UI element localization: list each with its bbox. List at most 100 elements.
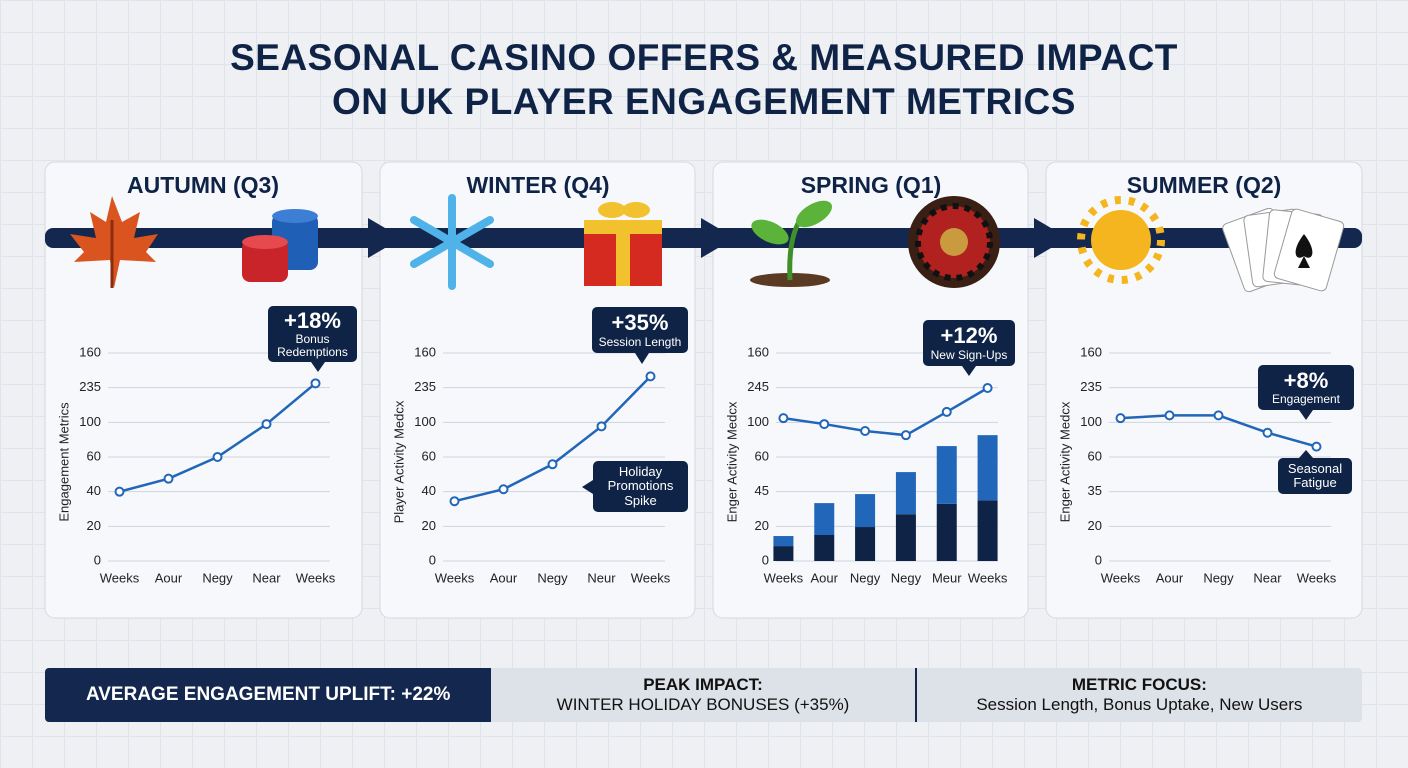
y-tick-label: 20	[1088, 518, 1102, 533]
x-tick-label: Weeks	[100, 570, 140, 585]
x-tick-label: Weeks	[764, 570, 804, 585]
x-tick-label: Negy	[891, 570, 922, 585]
x-tick-label: Weeks	[1297, 570, 1337, 585]
bar-segment	[936, 446, 957, 504]
callout: +8% Engagement	[1258, 365, 1354, 410]
line-point	[261, 419, 272, 430]
y-tick-label: 40	[87, 483, 101, 498]
timeline-arrow	[1034, 218, 1068, 258]
x-tick-label: Negy	[1203, 570, 1234, 585]
x-tick-label: Aour	[811, 570, 839, 585]
callout-text: Seasonal Fatigue	[1287, 460, 1343, 490]
panel: WINTER (Q4) 0 20 40 60 100 235 160 Player Activi…	[391, 172, 670, 585]
y-tick-label: 35	[1088, 483, 1102, 498]
bar-segment	[895, 472, 916, 515]
y-tick-label: 40	[422, 483, 436, 498]
line-point	[163, 473, 174, 484]
panel-title: AUTUMN (Q3)	[127, 172, 279, 198]
panel: SUMMER (Q2) 0 20 35 60 100 235 160 Enger Activit…	[1057, 172, 1336, 585]
line-point	[1262, 427, 1273, 438]
callout-text: Holiday Promotions Spike	[607, 464, 674, 508]
callout: Holiday Promotions Spike	[593, 461, 688, 512]
callout-pointer	[582, 480, 593, 494]
y-tick-label: 100	[747, 414, 769, 429]
y-tick-label: 20	[87, 518, 101, 533]
y-tick-label: 60	[422, 448, 436, 463]
x-tick-label: Aour	[155, 570, 183, 585]
line-point	[596, 421, 607, 432]
x-tick-label: Aour	[1156, 570, 1184, 585]
bar-segment	[895, 514, 916, 561]
y-tick-label: 245	[747, 379, 769, 394]
y-tick-label: 0	[94, 552, 101, 567]
title-line: SEASONAL CASINO OFFERS & MEASURED IMPACT	[230, 37, 1178, 78]
panel-title: SUMMER (Q2)	[1127, 172, 1282, 198]
x-tick-label: Neur	[587, 570, 616, 585]
peak-block: PEAK IMPACT: WINTER HOLIDAY BONUSES (+35…	[491, 668, 917, 722]
y-tick-label: 0	[429, 552, 436, 567]
callout-text: Bonus Redemptions	[277, 331, 348, 360]
bar-segment	[855, 494, 876, 528]
snowflake-icon	[410, 194, 494, 290]
line-point	[941, 406, 952, 417]
line	[783, 386, 989, 437]
bar-segment	[814, 503, 835, 535]
y-tick-label: 100	[414, 414, 436, 429]
line-point	[212, 452, 223, 462]
sun-icon	[1077, 196, 1165, 284]
x-tick-label: Weeks	[631, 570, 671, 585]
line-point	[860, 426, 871, 436]
sprout-icon	[750, 200, 833, 287]
callout: +18% Bonus Redemptions	[268, 306, 357, 362]
callout-value: +18%	[284, 307, 341, 333]
y-tick-label: 0	[1095, 552, 1102, 567]
x-tick-label: Weeks	[1101, 570, 1141, 585]
y-tick-label: 45	[755, 483, 769, 498]
callout-pointer	[1299, 410, 1313, 420]
focus-label: METRIC FOCUS:	[1071, 675, 1207, 694]
callout-pointer	[1299, 450, 1313, 458]
callout-pointer	[635, 353, 649, 364]
x-tick-label: Near	[1253, 570, 1282, 585]
bar-segment	[977, 435, 998, 501]
y-tick-label: 235	[414, 379, 436, 394]
y-tick-label: 160	[747, 344, 769, 359]
line-point	[982, 383, 993, 394]
callout-value: +8%	[1283, 367, 1329, 393]
callout-text: New Sign-Ups	[930, 347, 1008, 362]
bar-segment	[977, 500, 998, 561]
callout-pointer	[962, 366, 976, 376]
x-tick-label: Negy	[537, 570, 568, 585]
title: SEASONAL CASINO OFFERS & MEASURED IMPACT…	[0, 36, 1408, 124]
focus-value: Session Length, Bonus Uptake, New Users	[976, 695, 1303, 714]
y-tick-label: 160	[414, 344, 436, 359]
summary-bar: AVERAGE ENGAGEMENT UPLIFT: +22% PEAK IMP…	[45, 668, 1362, 722]
x-tick-label: Weeks	[296, 570, 336, 585]
line-point	[1164, 410, 1175, 421]
callout-value: +35%	[611, 310, 669, 336]
uplift: AVERAGE ENGAGEMENT UPLIFT: +22%	[45, 668, 492, 722]
bar-segment	[814, 535, 835, 561]
panel: SPRING (Q1) 0 20 45 60 100 245 160 Enger Activit…	[724, 172, 1007, 585]
title-line: ON UK PLAYER ENGAGEMENT METRICS	[332, 81, 1076, 122]
callout-pointer	[311, 362, 325, 372]
line-point	[1213, 410, 1224, 421]
y-tick-label: 235	[79, 379, 101, 394]
x-tick-label: Weeks	[435, 570, 475, 585]
callout: +35% Session Length	[592, 307, 688, 353]
chips-icon	[242, 209, 318, 282]
callout-text: Session Length	[598, 334, 682, 349]
line-point	[498, 484, 509, 495]
y-axis-label: Engagement Metrics	[56, 402, 71, 522]
timeline-arrow	[701, 218, 735, 258]
line-point	[310, 378, 321, 389]
focus-block: METRIC FOCUS: Session Length, Bonus Upta…	[916, 668, 1362, 722]
x-tick-label: Meur	[932, 570, 962, 585]
bar-segment	[773, 546, 794, 561]
y-tick-label: 160	[1080, 344, 1102, 359]
y-tick-label: 60	[1088, 448, 1102, 463]
callout-text: Engagement	[1271, 392, 1341, 406]
timeline-arrow	[368, 218, 402, 258]
cards-icon	[1222, 207, 1345, 293]
